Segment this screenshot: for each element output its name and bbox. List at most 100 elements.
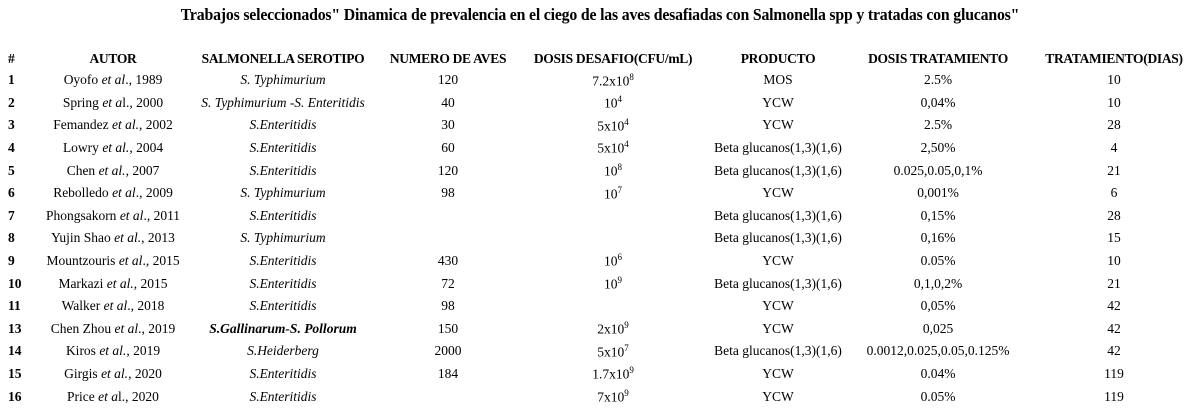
challenge-dose-exponent: 7 (624, 342, 629, 353)
row-number: 10 (8, 275, 22, 291)
author-etal: et al. (114, 230, 142, 246)
treatment-days-cell: 42 (1107, 320, 1121, 336)
serotype-cell: S. Typhimurium -S. Enteritidis (201, 94, 365, 110)
challenge-dose-cell: 2x109 (518, 318, 708, 341)
author-name: Lowry (62, 140, 103, 156)
birds-count-cell: 98 (441, 298, 455, 314)
product-cell: YCW (762, 253, 794, 269)
product-cell: Beta glucanos(1,3)(1,6) (714, 275, 842, 291)
challenge-dose-exponent: 6 (617, 252, 623, 263)
table-row: 11 Walker et al., 2018 S.Enteritidis 98 YCW 0… (0, 295, 1200, 318)
author-etal: et al (114, 320, 139, 336)
col-header-aves: NUMERO DE AVES (389, 51, 507, 66)
treatment-days-cell: 119 (1104, 388, 1124, 404)
treatment-days-cell: 28 (1107, 207, 1121, 223)
col-header-serotipo: SALMONELLA SEROTIPO (201, 51, 365, 66)
author-cell: Yujin Shao et al., 2013 (38, 227, 188, 250)
author-year: , 2020 (128, 366, 162, 382)
treatment-days-cell: 6 (1110, 185, 1118, 201)
row-number: 2 (8, 94, 15, 110)
challenge-dose-exponent: 9 (617, 274, 623, 285)
treatment-days-cell: 42 (1107, 298, 1121, 314)
product-cell: Beta glucanos(1,3)(1,6) (714, 230, 842, 246)
author-name: Kiros (65, 343, 100, 359)
author-cell: Kiros et al., 2019 (38, 340, 188, 363)
author-year: l., 2000 (122, 94, 164, 110)
treatment-dose-cell: 0.04% (920, 366, 956, 382)
birds-count-cell (378, 227, 518, 250)
author-name: Price (67, 388, 99, 404)
product-cell: Beta glucanos(1,3)(1,6) (714, 140, 842, 156)
row-number: 7 (8, 207, 15, 223)
challenge-dose-cell: 7.2x108 (518, 69, 708, 92)
challenge-dose-exponent: 9 (624, 320, 629, 331)
birds-count-cell: 72 (441, 275, 455, 291)
serotype-cell: S.Enteritidis (249, 366, 317, 382)
challenge-dose-cell (518, 227, 708, 250)
table-row: 3 Femandez et al., 2002 S.Enteritidis 30 5x1… (0, 114, 1200, 137)
col-header-dosis-tratamiento: DOSIS TRATAMIENTO (868, 51, 1008, 66)
challenge-dose-cell: 1.7x109 (518, 363, 708, 386)
author-etal: et al (103, 298, 128, 314)
table-row: 10 Markazi et al., 2015 S.Enteritidis 72 109… (0, 272, 1200, 295)
challenge-dose-base: 2x10 (597, 321, 625, 337)
author-year: ., 2011 (143, 207, 181, 223)
table-row: 9 Mountzouris et al., 2015 S.Enteritidis 43… (0, 250, 1200, 273)
birds-count-cell: 120 (437, 162, 459, 178)
product-cell: YCW (762, 94, 794, 110)
author-year: ., 2015 (142, 253, 180, 269)
author-name: Walker (61, 298, 104, 314)
table-row: 13 Chen Zhou et al., 2019 S.Gallinarum-S. … (0, 318, 1200, 341)
author-etal: et al (118, 253, 143, 269)
table-row: 2 Spring et al., 2000 S. Typhimurium -S. E… (0, 92, 1200, 115)
serotype-cell: S.Enteritidis (249, 207, 317, 223)
author-year: , 2004 (129, 140, 164, 156)
treatment-days-cell: 10 (1107, 253, 1121, 269)
author-name: Girgis (64, 366, 102, 382)
author-name: Femandez (53, 117, 113, 133)
challenge-dose-exponent: 9 (624, 387, 629, 398)
col-header-dosis-desafio: DOSIS DESAFIO(CFU/mL) (533, 51, 693, 66)
product-cell: Beta glucanos(1,3)(1,6) (714, 343, 842, 359)
serotype-cell: S.Gallinarum-S. Pollorum (209, 320, 357, 336)
author-name: Chen Zhou (50, 320, 115, 336)
challenge-dose-cell: 7x109 (518, 385, 708, 408)
author-name: Markazi (58, 275, 107, 291)
challenge-dose-base: 5x10 (597, 140, 625, 156)
author-year: , 2019 (126, 343, 161, 359)
challenge-dose-exponent: 4 (617, 94, 623, 105)
birds-count-cell: 430 (437, 253, 459, 269)
treatment-dose-cell: 0,025 (922, 320, 954, 336)
author-year: , 2002 (139, 117, 173, 133)
author-cell: Mountzouris et al., 2015 (38, 250, 188, 273)
author-cell: Phongsakorn et al., 2011 (38, 205, 188, 228)
serotype-cell: S.Enteritidis (249, 117, 317, 133)
table-row: 6 Rebolledo et al., 2009 S. Typhimurium 98 1… (0, 182, 1200, 205)
challenge-dose-base: 7x10 (597, 389, 625, 405)
author-cell: Walker et al., 2018 (38, 295, 188, 318)
treatment-days-cell: 15 (1107, 230, 1121, 246)
challenge-dose-base: 10 (604, 276, 618, 292)
serotype-cell: S.Enteritidis (249, 388, 317, 404)
treatment-days-cell: 21 (1107, 162, 1121, 178)
author-etal: et al. (112, 117, 140, 133)
author-cell: Girgis et al., 2020 (38, 363, 188, 386)
author-name: Yujin Shao (51, 230, 115, 246)
birds-count-cell: 30 (441, 117, 455, 133)
treatment-dose-cell: 2.5% (923, 117, 953, 133)
author-name: Chen (66, 162, 99, 178)
author-year: , 2013 (141, 230, 175, 246)
table-row: 4 Lowry et al., 2004 S.Enteritidis 60 5x104 B… (0, 137, 1200, 160)
author-etal: et al. (102, 140, 130, 156)
birds-count-cell: 2000 (434, 343, 462, 359)
treatment-days-cell: 42 (1107, 343, 1121, 359)
challenge-dose-base: 5x10 (597, 344, 625, 360)
challenge-dose-cell: 108 (518, 159, 708, 182)
serotype-cell: S.Enteritidis (249, 140, 317, 156)
author-name: Phongsakorn (45, 207, 120, 223)
author-etal: et al. (106, 275, 134, 291)
col-header-num: # (8, 51, 15, 66)
author-cell: Spring et al., 2000 (38, 92, 188, 115)
author-year: ., 2019 (138, 320, 176, 336)
